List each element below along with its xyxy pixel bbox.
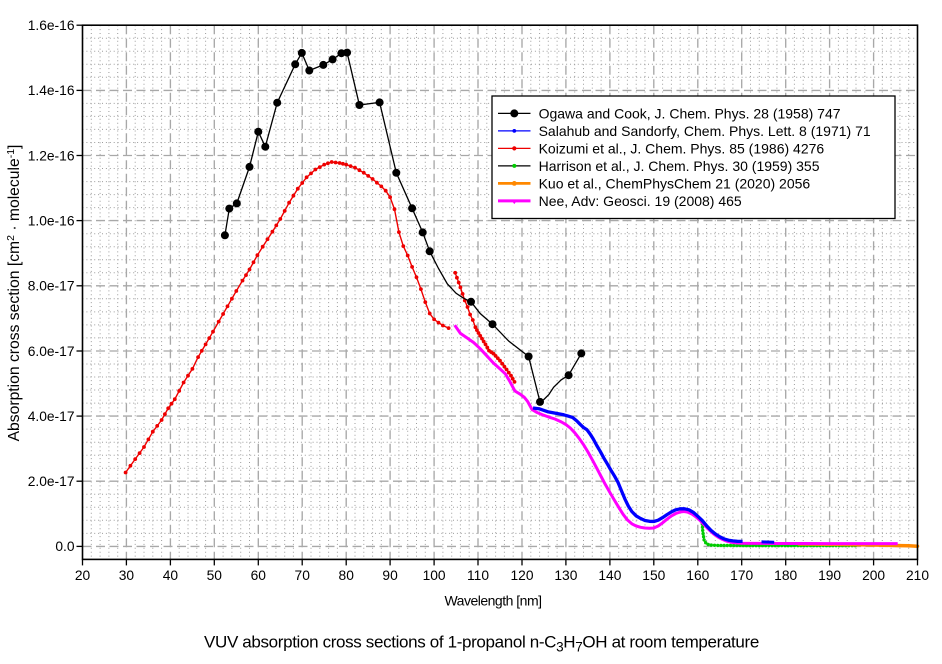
svg-text:Harrison et al., J. Chem. Phys: Harrison et al., J. Chem. Phys. 30 (1959… bbox=[539, 158, 820, 174]
svg-text:20: 20 bbox=[75, 568, 91, 583]
svg-text:Nee, Adv: Geosci. 19 (2008) 46: Nee, Adv: Geosci. 19 (2008) 465 bbox=[539, 193, 742, 209]
svg-text:1.4e-16: 1.4e-16 bbox=[28, 83, 75, 98]
svg-text:1.2e-16: 1.2e-16 bbox=[28, 148, 75, 163]
svg-text:180: 180 bbox=[774, 568, 797, 583]
svg-text:2.0e-17: 2.0e-17 bbox=[28, 474, 75, 489]
svg-text:120: 120 bbox=[510, 568, 533, 583]
svg-text:190: 190 bbox=[818, 568, 841, 583]
svg-text:30: 30 bbox=[119, 568, 135, 583]
svg-text:Ogawa and Cook, J. Chem. Phys.: Ogawa and Cook, J. Chem. Phys. 28 (1958)… bbox=[539, 105, 841, 121]
svg-text:210: 210 bbox=[906, 568, 929, 583]
svg-text:170: 170 bbox=[730, 568, 753, 583]
svg-text:130: 130 bbox=[554, 568, 577, 583]
svg-text:60: 60 bbox=[251, 568, 267, 583]
svg-text:Wavelength [nm]: Wavelength [nm] bbox=[444, 593, 541, 609]
svg-text:Koizumi et al., J. Chem. Phys.: Koizumi et al., J. Chem. Phys. 85 (1986)… bbox=[539, 140, 825, 156]
svg-text:160: 160 bbox=[686, 568, 709, 583]
svg-text:1.0e-16: 1.0e-16 bbox=[28, 213, 75, 228]
svg-text:6.0e-17: 6.0e-17 bbox=[28, 344, 75, 359]
svg-text:40: 40 bbox=[163, 568, 179, 583]
svg-text:140: 140 bbox=[598, 568, 621, 583]
svg-text:150: 150 bbox=[642, 568, 665, 583]
svg-text:200: 200 bbox=[862, 568, 885, 583]
svg-text:90: 90 bbox=[382, 568, 398, 583]
svg-text:8.0e-17: 8.0e-17 bbox=[28, 279, 75, 294]
svg-text:50: 50 bbox=[207, 568, 223, 583]
svg-text:110: 110 bbox=[467, 568, 489, 583]
svg-text:4.0e-17: 4.0e-17 bbox=[28, 409, 75, 424]
svg-text:VUV absorption cross sections: VUV absorption cross sections of 1-propa… bbox=[204, 633, 759, 655]
svg-text:Kuo et al., ChemPhysChem 21 (2: Kuo et al., ChemPhysChem 21 (2020) 2056 bbox=[539, 175, 811, 191]
svg-text:70: 70 bbox=[295, 568, 311, 583]
svg-text:80: 80 bbox=[339, 568, 355, 583]
svg-text:1.6e-16: 1.6e-16 bbox=[28, 18, 75, 33]
svg-text:0.0: 0.0 bbox=[55, 539, 75, 554]
svg-text:Salahub and Sandorfy, Chem. Ph: Salahub and Sandorfy, Chem. Phys. Lett. … bbox=[539, 123, 871, 139]
svg-text:Absorption cross section [cm2: Absorption cross section [cm2 · molecule… bbox=[5, 145, 23, 442]
svg-text:100: 100 bbox=[423, 568, 446, 583]
